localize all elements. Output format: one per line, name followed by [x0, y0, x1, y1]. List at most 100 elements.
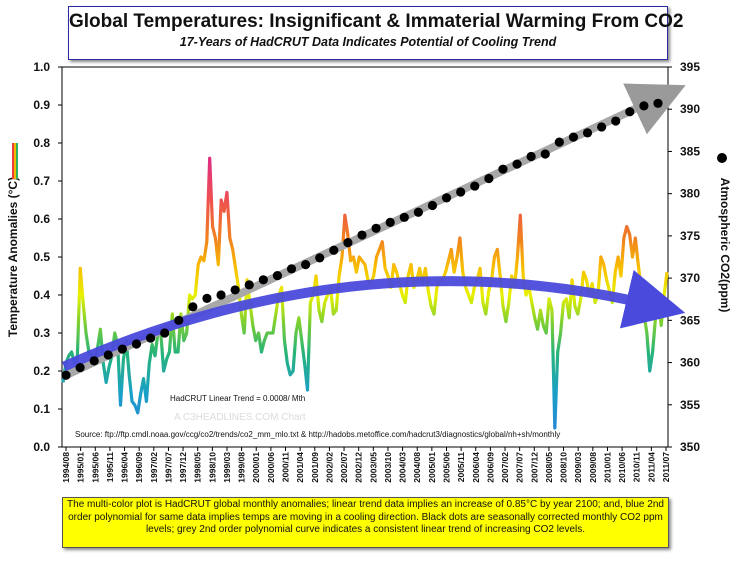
x-tick-label: 1997/02 [149, 452, 159, 483]
x-tick-label: 2010/01 [602, 452, 612, 483]
co2-point [498, 164, 508, 174]
title-box: Global Temperatures: Insignificant & Imm… [68, 6, 683, 60]
co2-point [653, 98, 663, 108]
x-tick-label: 1998/05 [193, 452, 203, 483]
source-annotation: Source: ftp://ftp.cmdl.noaa.gov/ccg/co2/… [75, 430, 560, 439]
co2-point [639, 101, 649, 111]
temperature-trend-arrow [61, 269, 686, 372]
x-axis: 1994/08 1995/01 1995/06 1995/11 1996/04 1996/… [61, 447, 671, 483]
x-tick-label: 2004/08 [412, 452, 422, 483]
footnote-box: The multi-color plot is HadCRUT global m… [62, 497, 669, 548]
x-tick-label: 1995/06 [90, 452, 100, 483]
x-tick-label: 2010/11 [632, 452, 642, 483]
co2-point [244, 280, 254, 290]
co2-point [117, 344, 127, 354]
left-axis: 0.0 0.1 0.2 0.3 0.4 0.5 0.6 0.7 0.8 0.9 1.0 [33, 60, 62, 454]
co2-point [61, 370, 71, 380]
temperature-series [61, 156, 669, 430]
x-tick-label: 2005/11 [456, 452, 466, 483]
co2-point [456, 187, 466, 197]
co2-point [131, 339, 142, 349]
x-tick-label: 1999/03 [222, 452, 232, 483]
x-tick-label: 1997/12 [178, 452, 188, 483]
co2-point [484, 173, 494, 184]
co2-point [258, 275, 268, 285]
co2-point [385, 217, 395, 227]
left-tick-label: 0.5 [33, 250, 50, 264]
co2-point [343, 238, 353, 248]
co2-point [89, 356, 99, 366]
co2-point [611, 116, 621, 126]
co2-point [272, 270, 283, 281]
co2-point [625, 107, 635, 117]
right-axis: 350 355 360 365 370 375 380 385 390 395 [668, 60, 700, 454]
x-tick-label: 2001/09 [310, 452, 320, 483]
temperature-line [61, 156, 669, 430]
x-tick-label: 1995/01 [76, 452, 86, 483]
co2-legend-dot [717, 153, 727, 163]
x-tick-label: 2000/06 [266, 452, 276, 483]
x-tick-label: 2011/04 [646, 452, 656, 483]
co2-point [526, 151, 536, 162]
x-tick-label: 2002/02 [324, 452, 334, 483]
x-tick-label: 2007/02 [500, 452, 510, 483]
left-tick-label: 0.9 [33, 98, 50, 112]
co2-point [540, 149, 550, 159]
x-tick-label: 2001/04 [295, 452, 305, 483]
x-tick-label: 2011/07 [661, 452, 671, 483]
right-tick-label: 350 [680, 440, 700, 454]
co2-point [145, 333, 156, 343]
x-tick-label: 2000/11 [281, 452, 291, 483]
x-tick-label: 1996/09 [134, 452, 144, 483]
left-tick-label: 0.4 [33, 288, 50, 302]
x-tick-label: 2002/07 [339, 452, 349, 483]
x-tick-label: 2010/06 [617, 452, 627, 483]
x-tick-label: 2006/09 [485, 452, 495, 483]
x-tick-label: 2000/01 [251, 452, 261, 483]
left-tick-label: 0.7 [33, 174, 50, 188]
right-tick-label: 380 [680, 187, 700, 201]
co2-point [441, 193, 452, 203]
co2-point [399, 212, 409, 222]
left-tick-label: 0.8 [33, 136, 50, 150]
co2-point [357, 230, 367, 240]
co2-point [174, 315, 184, 325]
x-tick-label: 1994/08 [61, 452, 71, 483]
co2-point [371, 223, 381, 233]
x-tick-label: 2008/05 [544, 452, 554, 483]
x-tick-label: 2003/05 [368, 452, 378, 483]
co2-point [582, 128, 593, 138]
co2-point [103, 350, 113, 360]
left-tick-label: 0.0 [33, 440, 50, 454]
x-tick-label: 2007/07 [515, 452, 525, 483]
x-tick-label: 2007/12 [529, 452, 539, 483]
right-axis-label: Atmospheric CO2(ppm) [718, 178, 732, 313]
co2-point [202, 293, 212, 303]
x-tick-label: 2005/01 [427, 452, 437, 483]
right-tick-label: 355 [680, 398, 700, 412]
left-tick-label: 0.1 [33, 402, 50, 416]
x-tick-label: 1996/04 [120, 452, 130, 483]
x-tick-label: 1997/07 [163, 452, 173, 483]
co2-point [597, 122, 607, 132]
co2-point [286, 264, 297, 274]
x-tick-label: 2009/03 [573, 452, 583, 483]
x-tick-label: 1998/10 [207, 452, 217, 483]
trend-annotation: HadCRUT Linear Trend = 0.0008/ Mth [170, 394, 305, 403]
watermark: A C3HEADLINES.COM Chart [174, 412, 306, 423]
co2-point [554, 137, 564, 147]
x-tick-label: 2002/12 [354, 452, 364, 483]
co2-point [568, 132, 579, 142]
co2-point [75, 363, 85, 373]
left-tick-label: 0.3 [33, 326, 50, 340]
co2-point [301, 260, 311, 270]
x-tick-label: 2006/04 [471, 452, 481, 483]
plot-area [61, 66, 669, 448]
x-tick-label: 2009/08 [588, 452, 598, 483]
x-tick-label: 2003/10 [383, 452, 393, 483]
right-tick-label: 370 [680, 271, 700, 285]
right-tick-label: 365 [680, 313, 700, 327]
left-tick-label: 0.2 [33, 364, 50, 378]
left-axis-legend-swatch [12, 143, 18, 179]
